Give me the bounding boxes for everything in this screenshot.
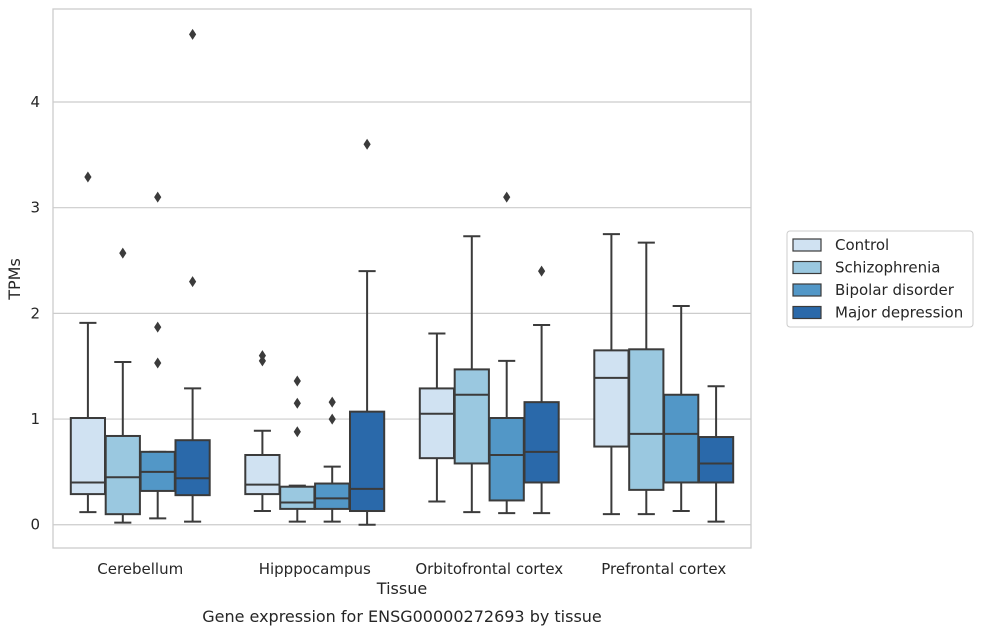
y-tick-label: 4 — [30, 93, 40, 111]
x-tick-labels: Cerebellum Hipppocampus Orbitofrontal cort… — [97, 560, 726, 578]
box-group — [174, 28, 211, 523]
outlier-point — [363, 138, 371, 150]
box-group — [488, 191, 525, 515]
box-iqr — [244, 453, 281, 496]
box-iqr — [523, 401, 560, 484]
box-group — [523, 265, 560, 515]
box-group — [663, 304, 700, 513]
box-iqr — [663, 393, 700, 484]
plot-frame — [52, 8, 752, 549]
outlier-point — [293, 375, 301, 387]
outlier-point — [503, 191, 511, 203]
box-group — [279, 375, 316, 523]
outlier-point — [328, 413, 336, 425]
y-axis-title: TPMs — [5, 258, 24, 301]
box-group — [139, 191, 176, 520]
x-tick-label: Prefrontal cortex — [601, 560, 726, 578]
outlier-point — [189, 28, 197, 40]
outlier-point — [154, 357, 162, 369]
box-group — [348, 138, 386, 526]
box-iqr — [453, 368, 490, 465]
outlier-point — [538, 265, 546, 277]
box-iqr — [488, 417, 525, 502]
x-tick-label: Orbitofrontal cortex — [415, 560, 563, 578]
outlier-point — [154, 191, 162, 203]
box-iqr — [697, 436, 735, 484]
box-iqr — [279, 485, 316, 510]
y-tick-labels: 0 1 2 3 4 — [30, 93, 40, 534]
box-iqr — [104, 434, 141, 516]
legend-label: Control — [835, 236, 889, 254]
y-tick-label: 3 — [30, 199, 40, 217]
legend-frame — [786, 230, 974, 328]
box-group — [453, 235, 490, 514]
box-iqr — [348, 410, 386, 513]
x-tick-label: Cerebellum — [97, 560, 183, 578]
legend: Control Schizophrenia Bipolar disorder Majo… — [786, 230, 974, 328]
box-iqr — [628, 348, 665, 491]
box-group — [69, 171, 107, 514]
legend-label: Major depression — [835, 304, 963, 322]
x-axis-title: Tissue — [376, 579, 427, 598]
box-group — [104, 247, 141, 524]
y-tick-label: 1 — [30, 410, 40, 428]
outlier-point — [293, 397, 301, 409]
box-series — [69, 28, 735, 526]
outlier-point — [328, 396, 336, 408]
figure-caption: Gene expression for ENSG00000272693 by t… — [202, 607, 602, 626]
box-iqr — [314, 482, 351, 510]
x-tick-label: Hipppocampus — [259, 560, 371, 578]
box-group — [314, 396, 351, 523]
box-iqr — [418, 387, 456, 460]
legend-label: Schizophrenia — [835, 259, 940, 277]
legend-swatch — [792, 305, 822, 320]
outlier-point — [84, 171, 92, 183]
outlier-point — [119, 247, 127, 259]
box-group — [418, 332, 456, 503]
box-iqr — [174, 439, 211, 497]
outlier-point — [189, 276, 197, 288]
legend-swatch — [792, 260, 822, 275]
legend-label: Bipolar disorder — [835, 281, 955, 299]
y-tick-label: 0 — [30, 516, 40, 534]
box-group — [244, 350, 281, 513]
box-group — [593, 233, 630, 516]
outlier-point — [258, 350, 266, 362]
outlier-point — [154, 321, 162, 333]
box-group — [697, 385, 735, 523]
box-group — [628, 241, 665, 516]
box-iqr — [593, 349, 630, 448]
outlier-point — [293, 426, 301, 438]
legend-swatch — [792, 238, 822, 252]
legend-swatch — [792, 283, 822, 297]
y-tick-label: 2 — [30, 304, 40, 322]
